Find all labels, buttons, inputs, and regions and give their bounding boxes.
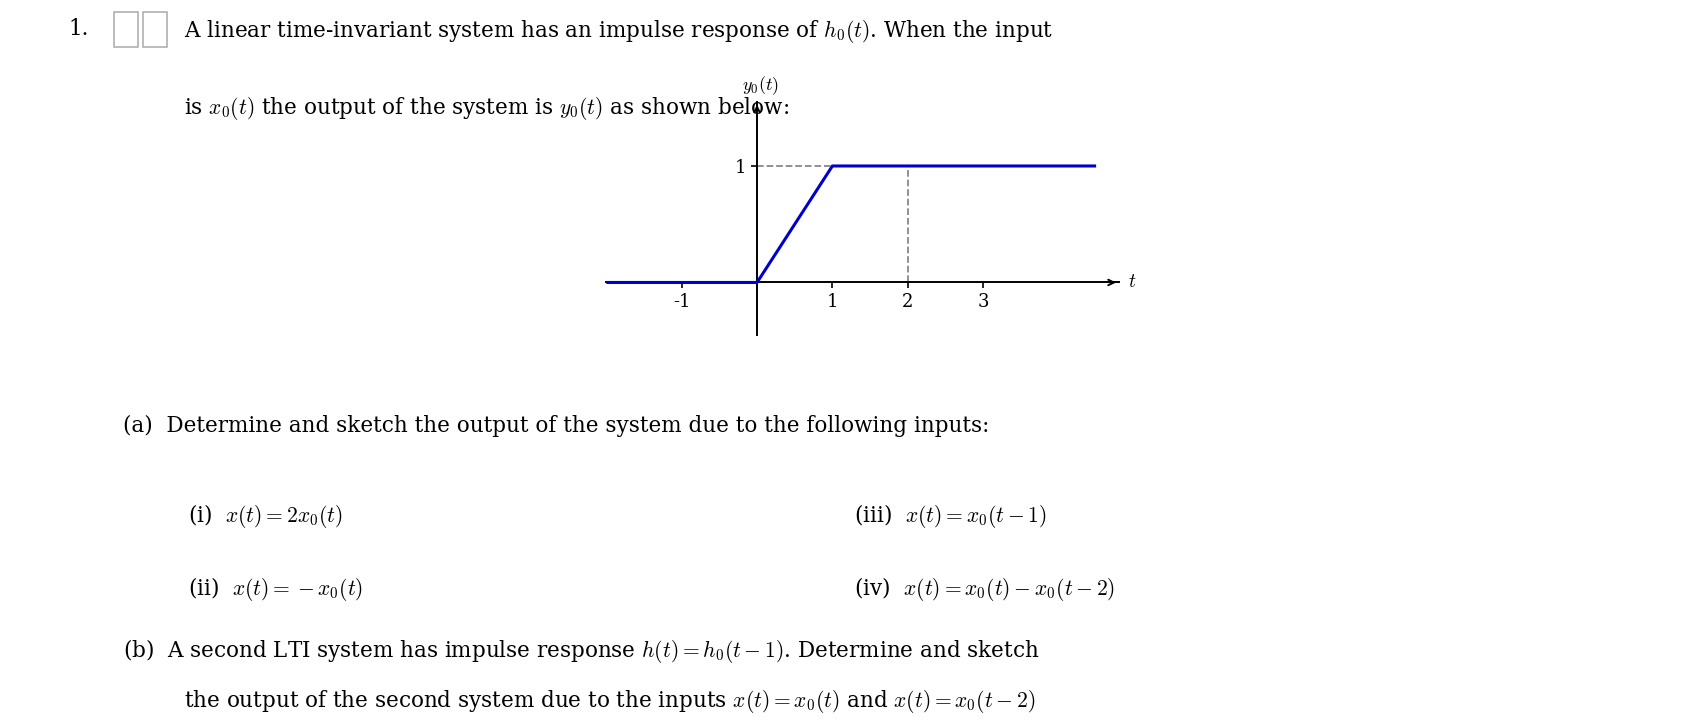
Text: A linear time-invariant system has an impulse response of $h_0(t)$. When the inp: A linear time-invariant system has an im… (184, 18, 1053, 45)
Text: (ii)  $x(t) = -x_0(t)$: (ii) $x(t) = -x_0(t)$ (188, 575, 364, 603)
Text: (a)  Determine and sketch the output of the system due to the following inputs:: (a) Determine and sketch the output of t… (123, 415, 988, 437)
Text: (b)  A second LTI system has impulse response $h(t) = h_0(t-1)$. Determine and s: (b) A second LTI system has impulse resp… (123, 637, 1040, 665)
Text: 1.: 1. (68, 18, 89, 40)
Text: (iv)  $x(t) = x_0(t) - x_0(t-2)$: (iv) $x(t) = x_0(t) - x_0(t-2)$ (854, 575, 1115, 603)
Text: (i)  $x(t) = 2x_0(t)$: (i) $x(t) = 2x_0(t)$ (188, 502, 343, 530)
Text: $t$: $t$ (1127, 274, 1135, 291)
Text: $y_0(t)$: $y_0(t)$ (743, 74, 778, 98)
Text: the output of the second system due to the inputs $x(t) = x_0(t)$ and $x(t) = x_: the output of the second system due to t… (184, 688, 1034, 715)
Text: is $x_0(t)$ the output of the system is $y_0(t)$ as shown below:: is $x_0(t)$ the output of the system is … (184, 95, 789, 122)
Text: (iii)  $x(t) = x_0(t-1)$: (iii) $x(t) = x_0(t-1)$ (854, 502, 1046, 530)
